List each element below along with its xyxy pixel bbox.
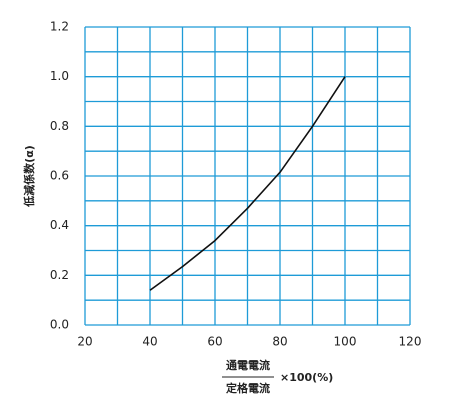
- y-tick-label: 0.0: [50, 318, 69, 332]
- y-tick-label: 0.4: [50, 218, 69, 232]
- data-line: [149, 76, 346, 291]
- y-axis-label: 低減係数(α): [22, 145, 36, 208]
- y-tick-label: 0.8: [50, 119, 69, 133]
- x-tick-label: 100: [334, 335, 357, 349]
- x-label-numerator: 通電電流: [226, 358, 270, 372]
- x-label-suffix: ×100(%): [280, 371, 333, 384]
- y-tick-label: 1.0: [50, 69, 69, 83]
- x-tick-label: 80: [272, 335, 287, 349]
- x-tick-label: 20: [77, 335, 92, 349]
- x-tick-label: 120: [399, 335, 422, 349]
- y-tick-label: 0.6: [50, 169, 69, 183]
- x-label-denominator: 定格電流: [226, 381, 270, 395]
- x-tick-label: 60: [207, 335, 222, 349]
- y-tick-label: 1.2: [50, 20, 69, 34]
- x-tick-label: 40: [142, 335, 157, 349]
- y-tick-label: 0.2: [50, 268, 69, 282]
